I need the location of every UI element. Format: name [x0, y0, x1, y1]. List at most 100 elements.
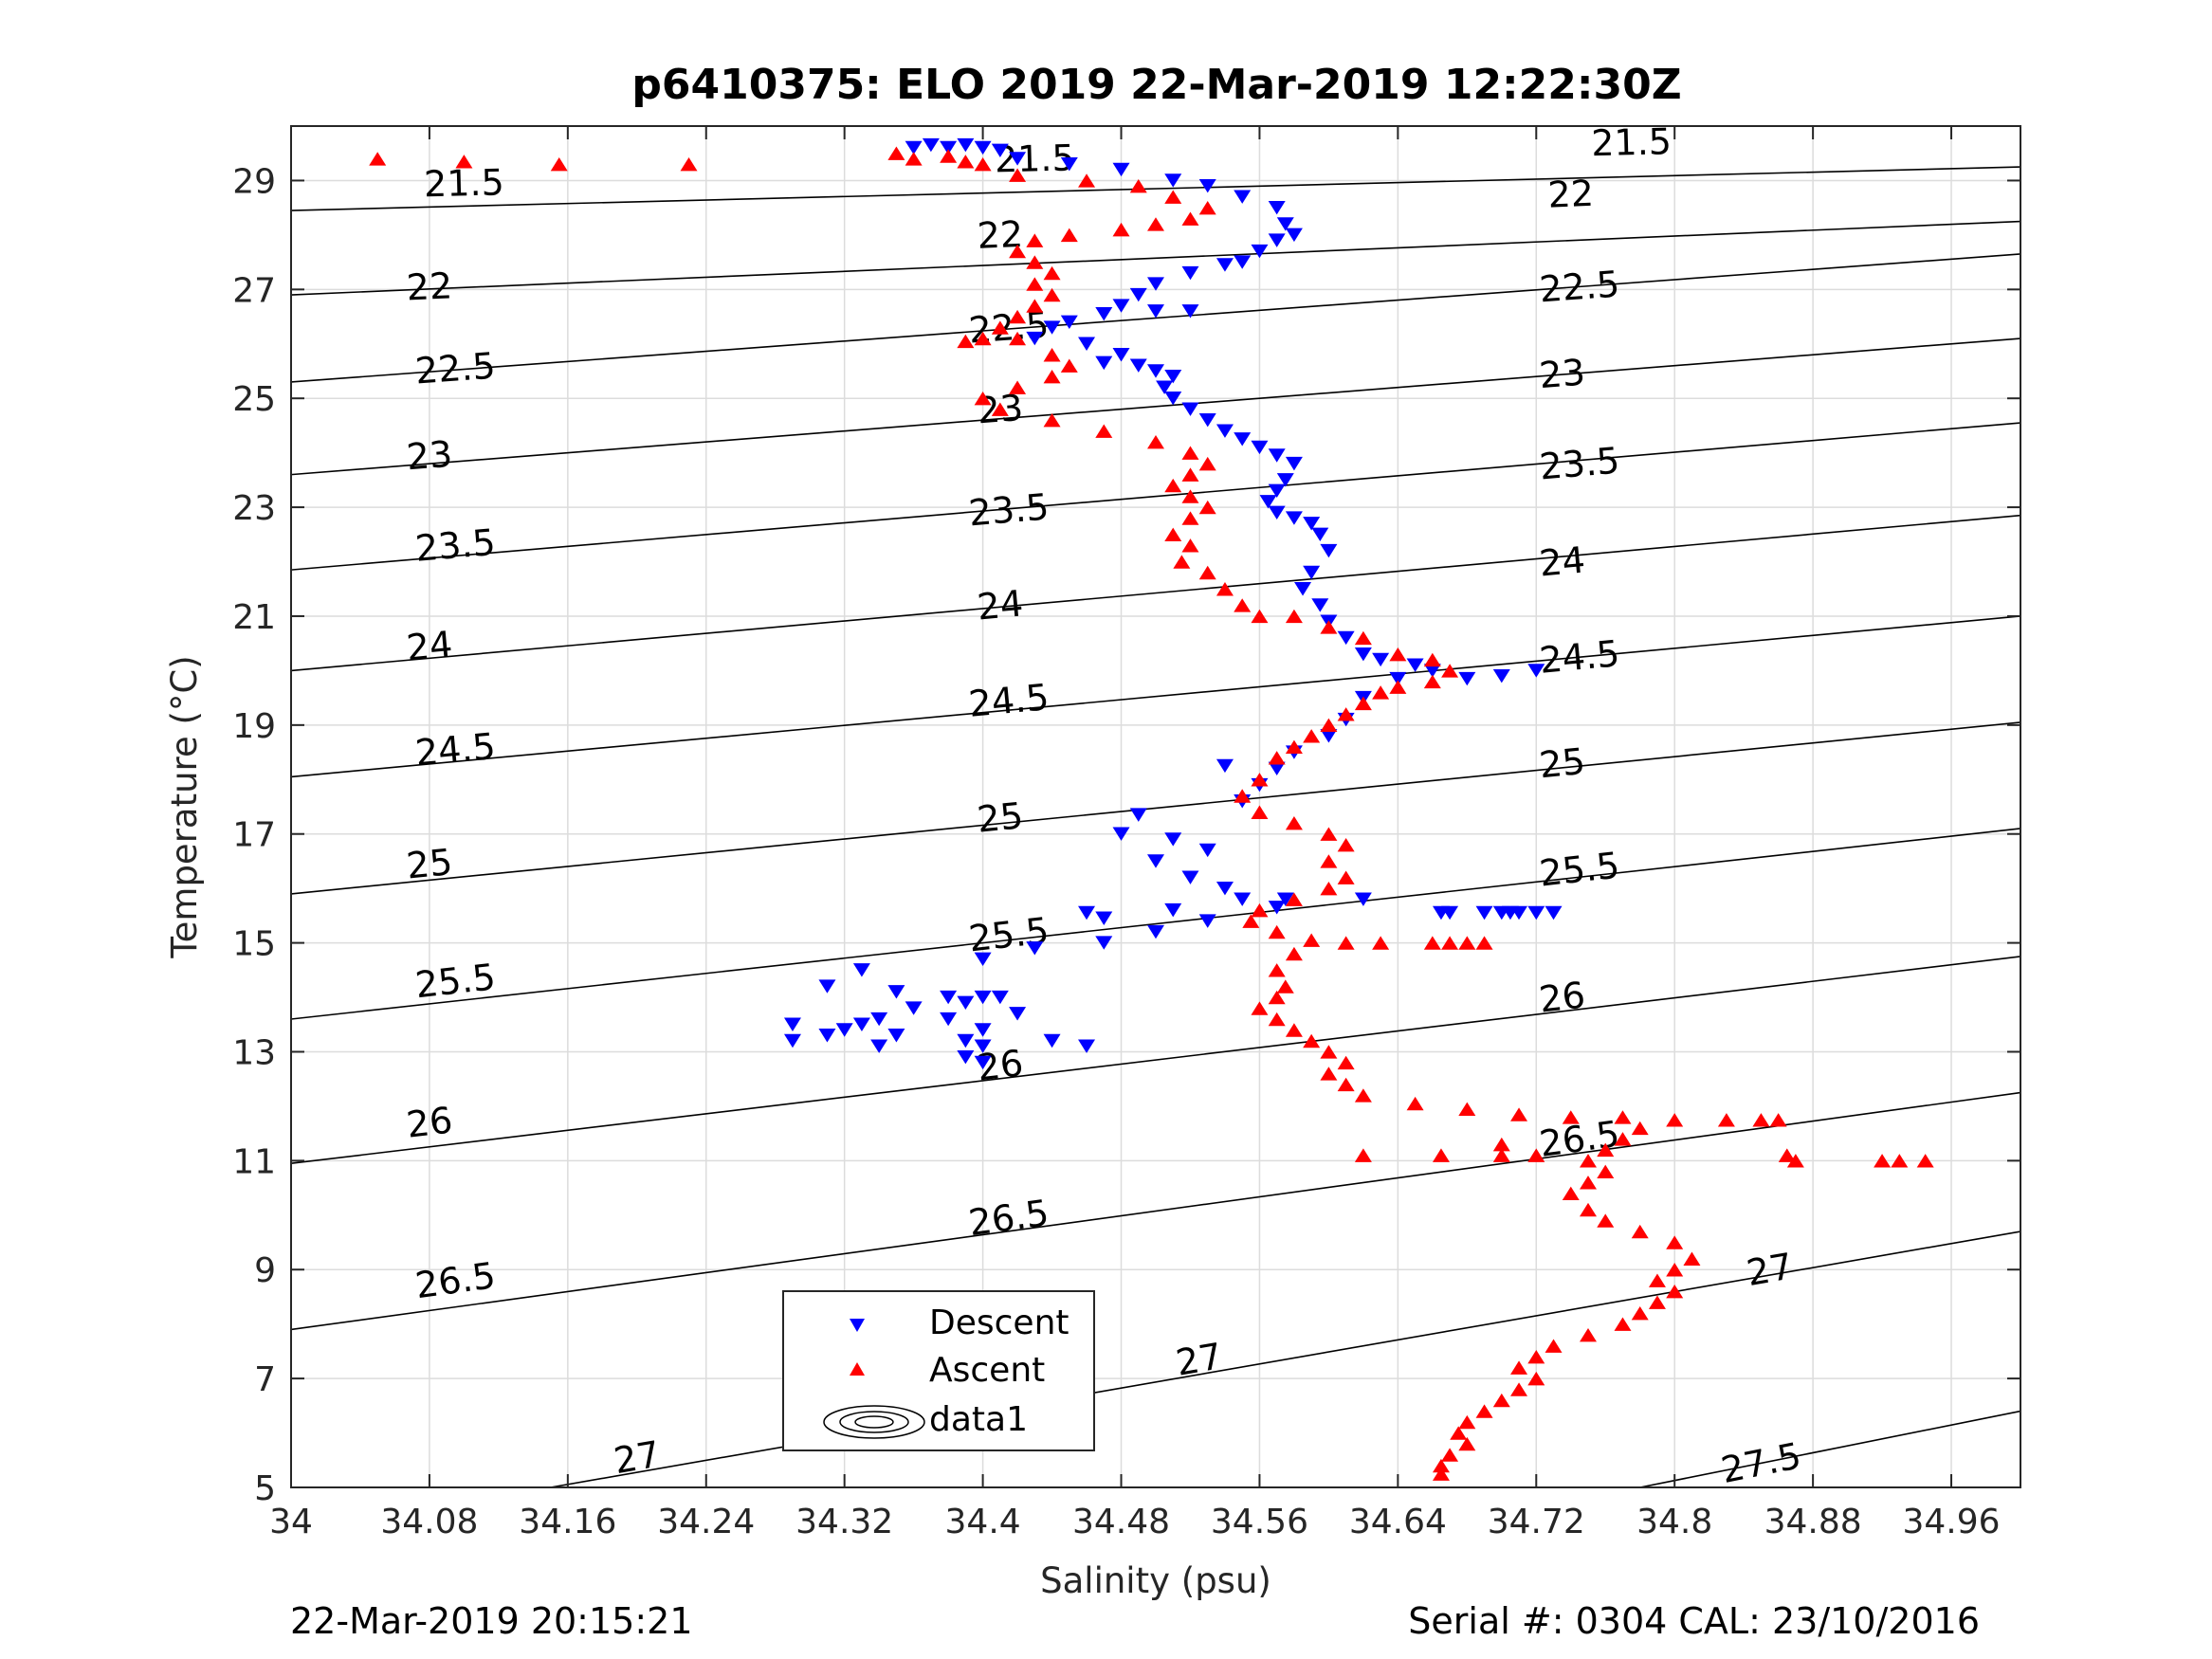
isopycnal-label: 26 — [404, 1099, 454, 1145]
ascent-point — [1320, 1066, 1338, 1081]
descent-point — [1268, 901, 1286, 915]
ascent-point — [1527, 1371, 1545, 1386]
ascent-point — [1320, 827, 1338, 841]
isopycnal-line — [291, 828, 2020, 1020]
ascent-point — [1251, 805, 1269, 819]
descent-point — [1492, 668, 1510, 684]
ascent-point — [1510, 1360, 1528, 1375]
descent-point — [887, 1029, 905, 1043]
ascent-point — [1251, 1001, 1269, 1015]
ascent-point — [1631, 1224, 1649, 1239]
ascent-point — [957, 155, 975, 169]
isopycnal-label: 22.5 — [413, 345, 497, 392]
descent-point — [1147, 304, 1164, 319]
descent-point — [940, 1012, 958, 1027]
ascent-point — [1181, 538, 1199, 553]
ascent-point — [1268, 1012, 1286, 1027]
legend-descent-label: Descent — [929, 1304, 1069, 1342]
y-tick-label: 7 — [254, 1360, 276, 1399]
ascent-point — [1580, 1154, 1597, 1168]
descent-point — [974, 1039, 992, 1053]
isopycnal-label: 23 — [405, 433, 454, 479]
isopycnal-label: 26 — [1537, 974, 1587, 1020]
ascent-point — [1147, 434, 1164, 449]
descent-point — [1311, 598, 1329, 612]
ascent-point — [1475, 936, 1493, 950]
descent-point — [870, 1012, 888, 1027]
ascent-point — [1337, 870, 1355, 884]
ascent-point — [1597, 1213, 1615, 1228]
descent-point — [1147, 277, 1164, 291]
ascent-point — [1778, 1148, 1796, 1162]
ascent-point — [1423, 936, 1441, 950]
descent-point — [1060, 157, 1078, 172]
descent-point — [1501, 905, 1519, 921]
y-tick-label: 25 — [232, 380, 276, 419]
ascent-point — [1043, 412, 1061, 428]
y-tick-label: 23 — [232, 489, 276, 528]
descent-point — [1372, 652, 1390, 667]
ascent-point — [1874, 1154, 1892, 1168]
isopycnal-label: 23 — [1538, 352, 1587, 397]
ascent-point — [1095, 424, 1113, 438]
isopycnal-label: 24 — [976, 582, 1025, 628]
ascent-point — [1423, 652, 1441, 667]
descent-point — [1181, 402, 1199, 416]
isopycnal-label: 27 — [1173, 1335, 1225, 1384]
ascent-point — [1251, 902, 1269, 918]
isopycnal-line — [291, 422, 2020, 571]
descent-point — [818, 1029, 836, 1043]
descent-point — [974, 1023, 992, 1037]
ascent-point — [1181, 511, 1199, 525]
descent-point — [1303, 565, 1321, 580]
ascent-point — [1354, 630, 1372, 646]
descent-point — [1294, 582, 1312, 596]
descent-point — [870, 1039, 888, 1053]
plot-box — [290, 125, 2021, 1488]
descent-point — [1354, 647, 1372, 662]
legend-ascent-label: Ascent — [929, 1351, 1045, 1390]
ascent-point — [1320, 718, 1338, 733]
descent-point — [1198, 843, 1216, 858]
isopycnal-label: 25 — [976, 794, 1025, 841]
descent-point — [1389, 671, 1407, 686]
ascent-point — [1441, 1448, 1459, 1462]
ascent-point — [1009, 380, 1027, 394]
isopycnal-label: 24.5 — [1538, 632, 1621, 682]
ascent-point — [1060, 228, 1078, 243]
ascent-point — [1475, 1404, 1493, 1418]
ascent-point — [1337, 707, 1355, 721]
descent-point — [818, 979, 836, 994]
ascent-point — [1666, 1235, 1684, 1249]
descent-point — [1354, 892, 1372, 906]
ascent-point — [1891, 1154, 1909, 1168]
isopycnal-line — [1639, 1410, 2020, 1487]
ascent-point — [1009, 244, 1027, 259]
descent-point — [852, 1017, 870, 1031]
y-axis-label: Temperature (°C) — [164, 655, 205, 958]
ascent-point — [991, 402, 1009, 416]
ascent-point — [1026, 255, 1044, 269]
isopycnal-label: 23.5 — [967, 485, 1051, 534]
legend-contour-icon — [823, 1405, 925, 1439]
isopycnal-label: 24.5 — [413, 725, 497, 775]
ascent-point — [1458, 936, 1476, 950]
ascent-point — [1648, 1273, 1666, 1287]
descent-point — [957, 995, 975, 1010]
ascent-point — [1354, 1148, 1372, 1162]
ascent-point — [1285, 946, 1303, 961]
isopycnal-line — [291, 956, 2020, 1165]
descent-point — [1164, 392, 1182, 406]
descent-point — [1198, 178, 1216, 193]
descent-point — [1164, 173, 1182, 188]
descent-point — [1234, 892, 1252, 906]
ascent-point — [1129, 178, 1147, 193]
descent-point — [1216, 758, 1234, 774]
ascent-point — [1303, 729, 1321, 743]
ascent-point — [1268, 963, 1286, 977]
descent-point — [1095, 306, 1113, 321]
legend-descent-marker — [850, 1319, 865, 1332]
ascent-point — [1303, 933, 1321, 947]
ascent-point — [1458, 1102, 1476, 1116]
descent-point — [1112, 162, 1130, 177]
